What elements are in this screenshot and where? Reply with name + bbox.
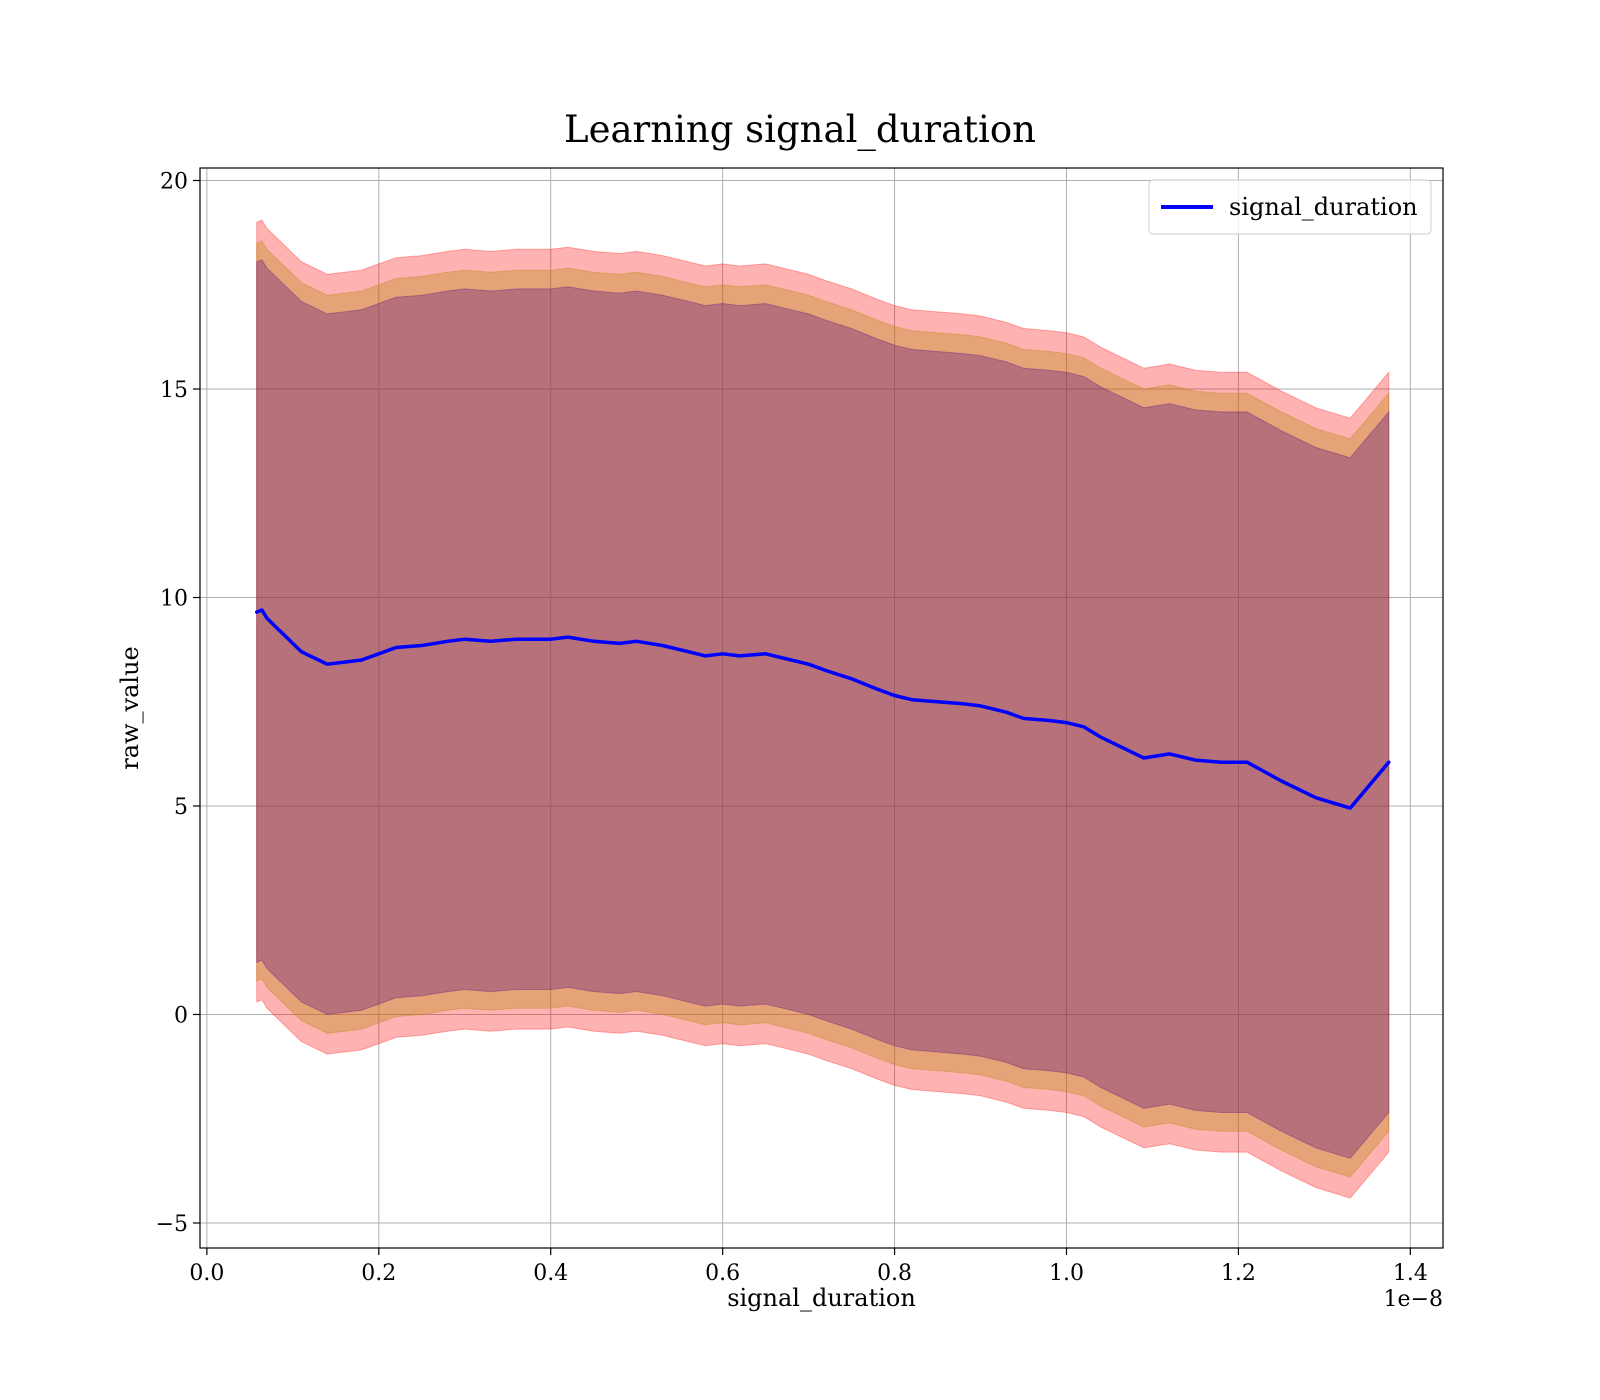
legend-entry-signal-duration: signal_duration [1229,193,1418,221]
series-line-0 [254,608,1391,810]
legend: signal_duration [1148,179,1432,235]
y-tick-label-5: 20 [160,170,188,195]
plot-frame [199,167,1444,1249]
band-0-2 [256,259,1390,1159]
chart-title: Learning signal_duration [564,108,1036,152]
y-axis-label: raw_value [116,646,144,770]
y-tick-label-4: 15 [160,378,188,403]
x-tick-label-3: 0.6 [705,1261,740,1286]
x-tick-label-1: 0.2 [361,1261,396,1286]
y-tick-label-2: 5 [174,795,188,820]
confidence-bands [256,219,1390,1199]
legend-box [1148,179,1432,235]
x-axis-label: signal_duration [727,1284,916,1312]
y-tick-label-3: 10 [160,586,188,611]
band-0-1 [256,240,1390,1178]
tick-labels: 0.0 0.2 0.4 0.6 0.8 1.0 1.2 1.4 −5 0 5 10 15 20 [156,170,1428,1286]
y-tick-label-0: −5 [156,1212,188,1237]
y-tick-label-1: 0 [174,1003,188,1028]
x-tick-label-2: 0.4 [533,1261,568,1286]
axis-ticks [193,179,1411,1255]
x-tick-label-4: 0.8 [877,1261,912,1286]
band-0-0 [256,219,1390,1199]
x-tick-label-7: 1.4 [1393,1261,1428,1286]
x-axis-offset-label: 1e−8 [1384,1287,1443,1312]
x-tick-label-5: 1.0 [1049,1261,1084,1286]
series-lines [254,608,1391,810]
x-tick-label-6: 1.2 [1221,1261,1256,1286]
x-tick-label-0: 0.0 [189,1261,224,1286]
